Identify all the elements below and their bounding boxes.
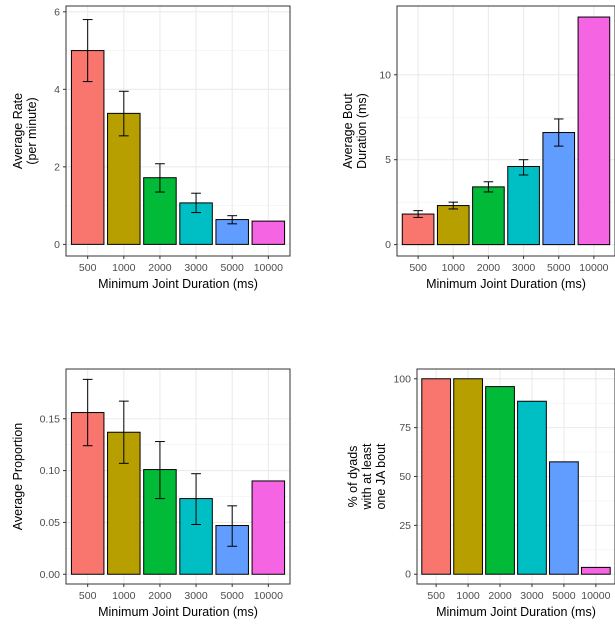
x-tick-label: 500 — [427, 590, 445, 602]
error-bar-1000 — [118, 90, 129, 137]
x-tick-label: 500 — [79, 590, 97, 602]
x-tick-label: 2000 — [148, 262, 172, 274]
x-tick-label: 10000 — [254, 262, 283, 274]
y-tick-label: 75 — [399, 422, 411, 434]
x-tick-label: 5000 — [221, 590, 245, 602]
x-tick-label: 500 — [79, 262, 97, 274]
x-tick-label: 10000 — [579, 262, 608, 274]
panel-border — [65, 368, 291, 585]
chart-panel-3: 0.00 0.05 0.10 0.15 500 1000 2000 3000 5000 10000… — [11, 368, 291, 619]
x-axis-title: Minimum Joint Duration (ms) — [436, 605, 596, 619]
x-tick-label: 2000 — [488, 590, 512, 602]
y-tick-label: 0.15 — [40, 413, 61, 425]
y-axis-title: Duration (ms) — [355, 93, 369, 169]
error-bar-1000 — [118, 400, 129, 464]
chart-panel-1: 0 2 4 6 500 1000 2000 3000 5000 10000 Minimum Join… — [11, 5, 291, 291]
error-bar-500 — [82, 378, 93, 447]
y-tick-label: 0.10 — [40, 465, 61, 477]
bar-500 — [401, 213, 435, 246]
y-axis-title: (per minute) — [25, 97, 39, 164]
bar-500 — [70, 50, 105, 245]
y-tick-label: 5 — [385, 154, 391, 166]
bar-5000 — [549, 461, 579, 575]
panel-border — [396, 5, 615, 257]
error-bar-3000 — [191, 473, 201, 525]
y-axis-title: one JA bout — [374, 443, 388, 510]
error-bar-3000 — [191, 192, 201, 214]
y-tick-label: 25 — [399, 520, 411, 532]
x-axis-title: Minimum Joint Duration (ms) — [98, 277, 258, 291]
error-bar-5000 — [227, 215, 238, 225]
y-tick-label: 0.00 — [40, 569, 61, 581]
bar-500 — [421, 378, 452, 575]
bar-3000 — [517, 400, 547, 575]
x-tick-label: 5000 — [547, 262, 571, 274]
panel-border — [65, 5, 291, 257]
y-axis-title: Average Bout — [341, 93, 355, 169]
x-tick-label: 2000 — [477, 262, 501, 274]
bar-10000 — [251, 480, 286, 575]
y-axis-title: Average Rate — [11, 93, 25, 169]
y-tick-label: 100 — [393, 373, 411, 385]
y-tick-label: 10 — [379, 69, 391, 81]
error-bar-5000 — [227, 505, 238, 547]
y-tick-label: 50 — [399, 471, 411, 483]
y-axis-title: % of dyads — [346, 446, 360, 508]
x-tick-label: 10000 — [581, 590, 610, 602]
error-bar-2000 — [155, 163, 165, 193]
y-tick-label: 0 — [54, 239, 60, 251]
x-tick-label: 3000 — [184, 590, 208, 602]
y-tick-label: 4 — [54, 84, 60, 96]
bar-10000 — [577, 16, 611, 246]
x-tick-label: 3000 — [184, 262, 208, 274]
bar-1000 — [436, 205, 470, 246]
chart-panel-4: 0 25 50 75 100 500 1000 2000 3000 5000 10000 Minimu… — [346, 368, 615, 619]
x-tick-label: 2000 — [148, 590, 172, 602]
x-tick-label: 5000 — [221, 262, 245, 274]
bar-5000 — [542, 132, 576, 246]
y-axis-title: Average Proportion — [11, 423, 25, 531]
y-tick-label: 2 — [54, 161, 60, 173]
bar-1000 — [453, 378, 483, 575]
error-bar-1000 — [448, 201, 459, 210]
bar-10000 — [580, 566, 611, 575]
y-tick-label: 0.05 — [40, 517, 61, 529]
x-axis-title: Minimum Joint Duration (ms) — [98, 605, 258, 619]
y-tick-label: 6 — [54, 6, 60, 18]
x-tick-label: 5000 — [552, 590, 576, 602]
y-tick-label: 0 — [385, 239, 391, 251]
bar-10000 — [251, 220, 286, 245]
x-axis-title: Minimum Joint Duration (ms) — [426, 277, 586, 291]
bar-3000 — [507, 165, 540, 246]
x-tick-label: 3000 — [520, 590, 544, 602]
bar-2000 — [143, 177, 177, 245]
x-tick-label: 1000 — [442, 262, 466, 274]
bar-2000 — [472, 186, 505, 246]
error-bar-500 — [82, 19, 93, 83]
y-tick-label: 0 — [405, 569, 411, 581]
error-bar-2000 — [483, 181, 494, 193]
x-tick-label: 1000 — [112, 262, 136, 274]
x-tick-label: 10000 — [254, 590, 283, 602]
error-bar-2000 — [155, 441, 165, 500]
x-tick-label: 500 — [409, 262, 427, 274]
error-bar-5000 — [553, 118, 564, 147]
error-bar-3000 — [518, 159, 529, 176]
error-bar-500 — [413, 210, 423, 218]
x-tick-label: 3000 — [512, 262, 536, 274]
x-tick-label: 1000 — [456, 590, 480, 602]
x-tick-label: 1000 — [112, 590, 136, 602]
y-axis-title: with at least — [360, 443, 374, 511]
chart-panel-2: 0 5 10 500 1000 2000 3000 5000 10000 Minimum Join… — [341, 5, 615, 291]
bar-2000 — [485, 386, 515, 575]
